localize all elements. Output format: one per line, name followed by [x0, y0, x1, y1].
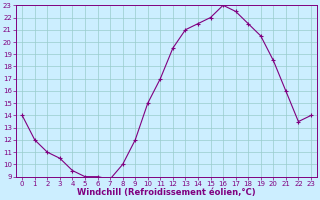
- X-axis label: Windchill (Refroidissement éolien,°C): Windchill (Refroidissement éolien,°C): [77, 188, 256, 197]
